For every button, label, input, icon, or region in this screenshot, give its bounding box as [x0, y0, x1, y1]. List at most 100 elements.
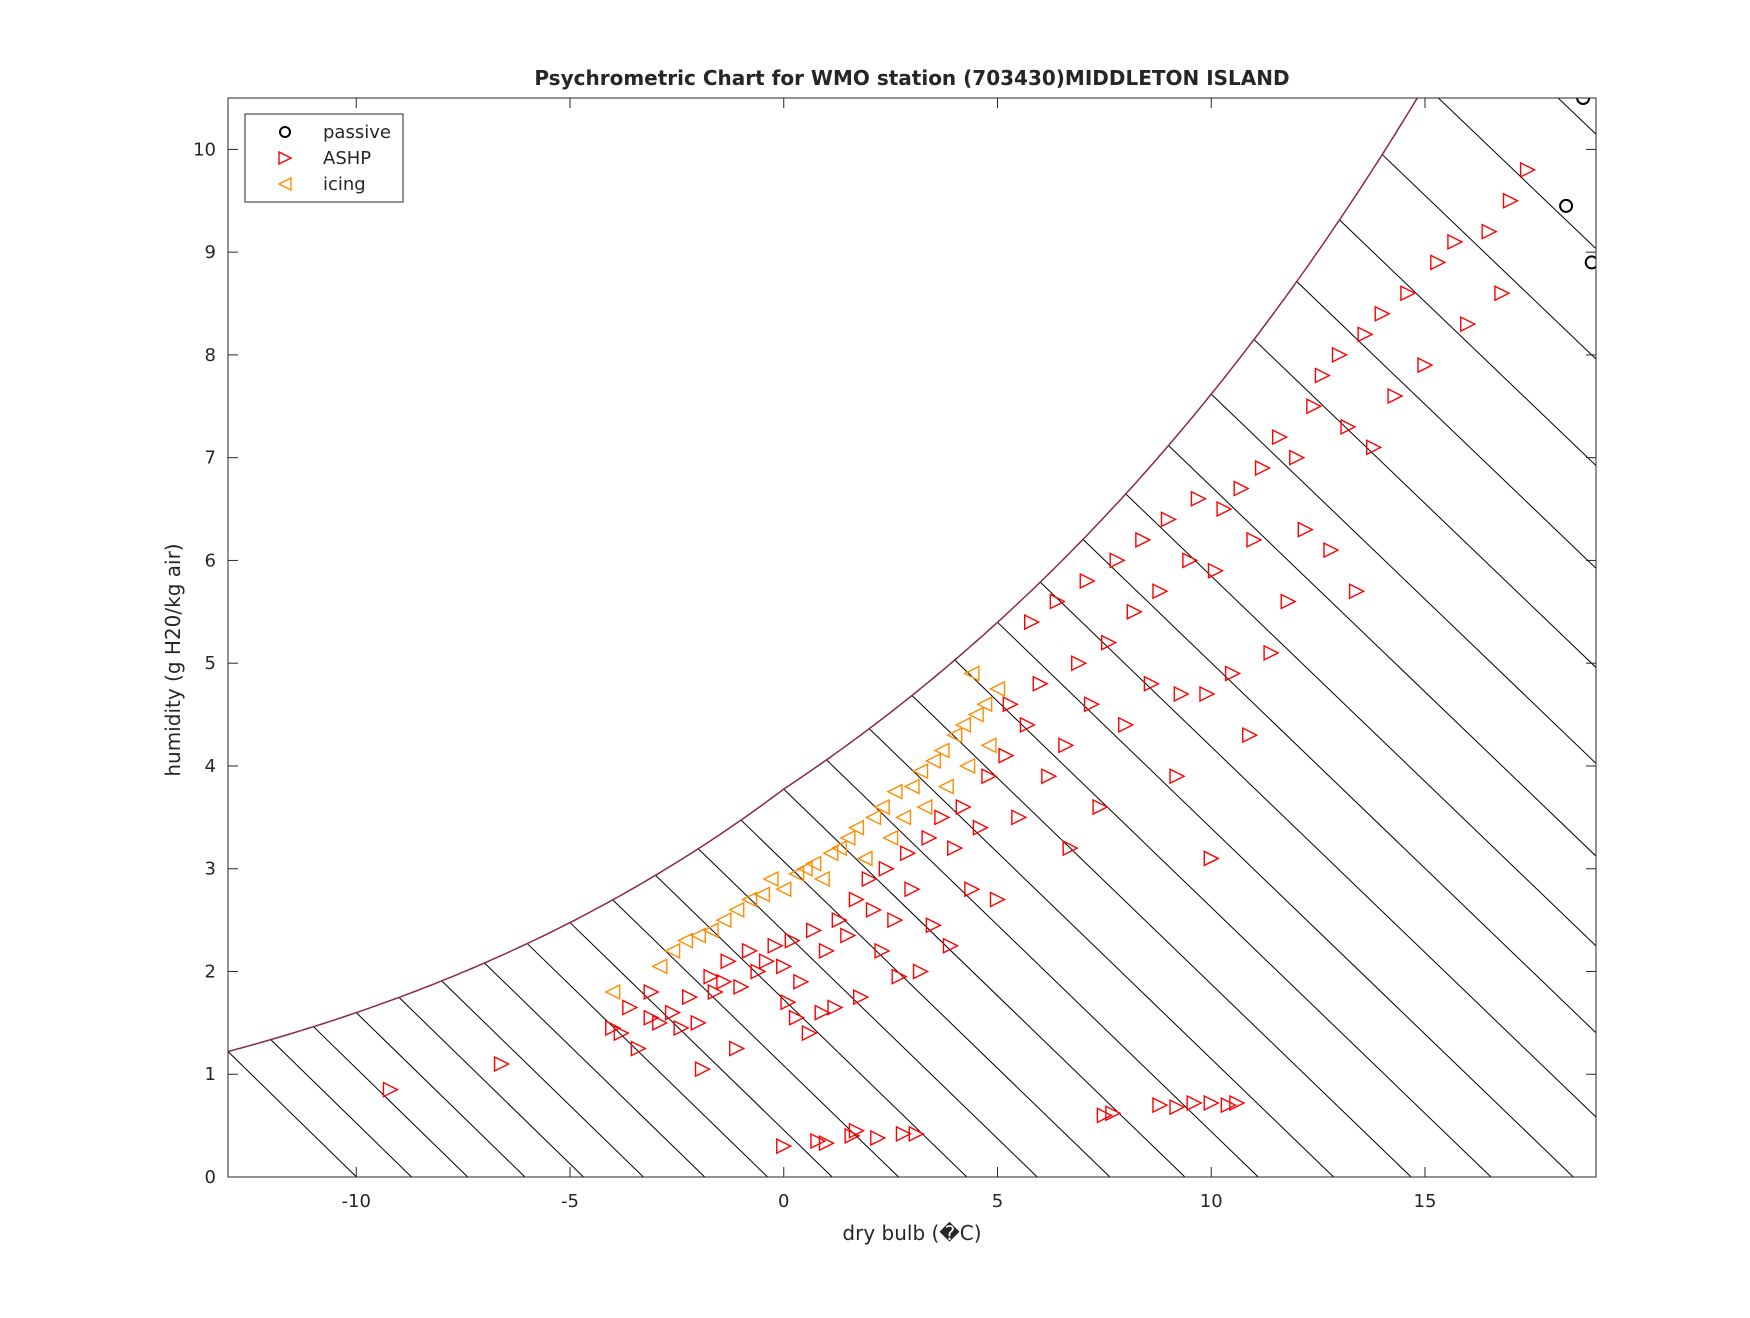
point-triangle-right	[1080, 574, 1094, 588]
point-triangle-right	[820, 944, 834, 958]
point-triangle-right	[1234, 481, 1248, 495]
y-tick-label: 6	[205, 550, 216, 571]
point-triangle-right	[1358, 327, 1372, 341]
point-triangle-right	[875, 944, 889, 958]
point-triangle-right	[1110, 553, 1124, 567]
point-triangle-right	[1221, 1098, 1235, 1112]
point-triangle-right	[956, 800, 970, 814]
point-triangle-left	[666, 944, 680, 958]
point-triangle-left	[905, 780, 919, 794]
point-triangle-right	[721, 954, 735, 968]
point-triangle-right	[674, 1021, 688, 1035]
point-triangle-right	[1350, 584, 1364, 598]
point-triangle-right	[683, 990, 697, 1004]
point-triangle-left	[730, 903, 744, 917]
point-triangle-left	[969, 708, 983, 722]
point-triangle-left	[888, 785, 902, 799]
point-triangle-right	[781, 995, 795, 1009]
point-triangle-right	[383, 1083, 397, 1097]
point-triangle-left	[867, 810, 881, 824]
enthalpy-line	[741, 820, 1110, 1177]
point-triangle-right	[1170, 769, 1184, 783]
point-triangle-right	[614, 1026, 628, 1040]
point-triangle-right	[495, 1057, 509, 1071]
point-triangle-right	[1418, 358, 1432, 372]
point-triangle-right	[734, 980, 748, 994]
point-circle	[1560, 200, 1572, 212]
point-triangle-right	[896, 1127, 910, 1141]
y-tick-label: 7	[205, 448, 216, 469]
point-triangle-right	[790, 1011, 804, 1025]
point-triangle-right	[1333, 348, 1347, 362]
x-tick-label: 5	[992, 1191, 1003, 1212]
point-triangle-right	[1482, 225, 1496, 239]
plot-frame	[228, 98, 1596, 1177]
y-tick-label: 10	[193, 139, 216, 160]
enthalpy-line	[399, 997, 584, 1177]
point-triangle-left	[926, 754, 940, 768]
y-tick-label: 9	[205, 242, 216, 263]
point-triangle-right	[862, 872, 876, 886]
enthalpy-line	[827, 760, 1259, 1177]
point-triangle-right	[1200, 687, 1214, 701]
point-triangle-right	[879, 862, 893, 876]
point-triangle-left	[896, 810, 910, 824]
point-triangle-right	[973, 821, 987, 835]
point-triangle-right	[901, 846, 915, 860]
point-triangle-right	[1504, 194, 1518, 208]
point-triangle-right	[653, 1016, 667, 1030]
point-triangle-right	[1153, 1098, 1167, 1112]
point-triangle-right	[1495, 286, 1509, 300]
point-triangle-right	[1072, 656, 1086, 670]
point-triangle-right	[1448, 235, 1462, 249]
point-triangle-left	[777, 882, 791, 896]
enthalpy-line	[1553, 0, 1750, 1177]
point-triangle-right	[854, 990, 868, 1004]
point-triangle-right	[1204, 1096, 1218, 1110]
point-triangle-left	[939, 780, 953, 794]
point-triangle-right	[802, 1026, 816, 1040]
point-triangle-left	[755, 887, 769, 901]
point-triangle-right	[1187, 1096, 1201, 1110]
point-triangle-right	[743, 944, 757, 958]
point-triangle-left	[914, 764, 928, 778]
enthalpy-line	[1511, 0, 1750, 1177]
y-tick-label: 2	[205, 961, 216, 982]
y-axis-label: humidity (g H20/kg air)	[161, 543, 185, 776]
point-triangle-right	[811, 1134, 825, 1148]
enthalpy-line	[1340, 220, 1750, 1177]
point-triangle-right	[1388, 389, 1402, 403]
point-triangle-left	[884, 831, 898, 845]
point-triangle-right	[1059, 738, 1073, 752]
y-tick-label: 0	[205, 1167, 216, 1188]
point-triangle-right	[1298, 523, 1312, 537]
x-tick-label: 10	[1200, 1191, 1223, 1212]
point-triangle-right	[1264, 646, 1278, 660]
y-tick-label: 5	[205, 653, 216, 674]
point-triangle-right	[1243, 728, 1257, 742]
point-triangle-left	[717, 913, 731, 927]
point-triangle-right	[935, 810, 949, 824]
enthalpy-line	[1211, 394, 1750, 1177]
point-triangle-right	[1119, 718, 1133, 732]
point-triangle-right	[815, 1006, 829, 1020]
point-triangle-right	[914, 964, 928, 978]
enthalpy-line	[485, 963, 705, 1177]
point-triangle-right	[841, 929, 855, 943]
legend-label-passive: passive	[323, 122, 391, 143]
point-triangle-right	[1256, 461, 1270, 475]
point-triangle-right	[1033, 677, 1047, 691]
point-triangle-left	[704, 923, 718, 937]
point-triangle-right	[777, 959, 791, 973]
point-triangle-right	[1174, 687, 1188, 701]
point-triangle-right	[1431, 255, 1445, 269]
point-triangle-right	[691, 1016, 705, 1030]
point-triangle-right	[1247, 533, 1261, 547]
point-triangle-left	[764, 872, 778, 886]
point-triangle-right	[1162, 512, 1176, 526]
point-triangle-right	[1315, 368, 1329, 382]
point-triangle-left	[965, 666, 979, 680]
